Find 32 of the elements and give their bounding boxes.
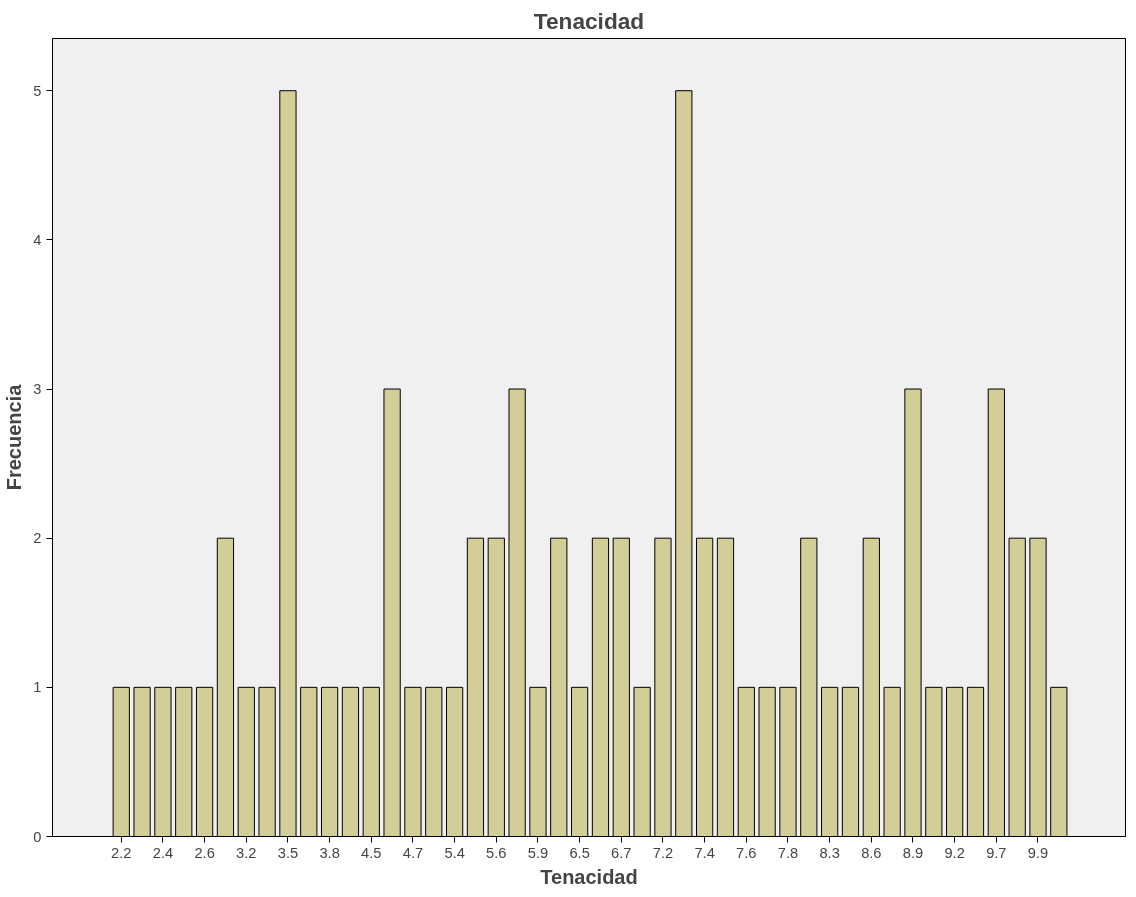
x-tick-label: 7.2 (652, 844, 674, 861)
x-tick-label: 9.9 (1027, 844, 1049, 861)
x-tick-label: 4.7 (402, 844, 424, 861)
x-tick-label: 8.3 (819, 844, 840, 861)
chart-title: Tenacidad (533, 7, 645, 34)
y-tick-label: 1 (33, 679, 42, 696)
x-tick-label: 7.4 (694, 844, 715, 861)
x-tick-label: 5.6 (486, 844, 507, 861)
x-tick-label: 2.2 (111, 844, 132, 861)
x-tick-label: 7.8 (777, 844, 799, 861)
x-tick-label: 5.4 (444, 844, 465, 861)
x-tick-label: 2.6 (194, 844, 215, 861)
x-tick-label: 4.5 (361, 844, 382, 861)
x-tick-label: 8.9 (902, 844, 924, 861)
x-tick-label: 6.7 (611, 844, 632, 861)
x-tick-label: 5.9 (527, 844, 549, 861)
y-tick-label: 4 (33, 231, 42, 248)
y-tick-label: 0 (33, 828, 42, 845)
y-tick-label: 3 (33, 381, 42, 398)
y-tick-label: 5 (33, 82, 42, 99)
x-tick-label: 9.2 (944, 844, 965, 861)
x-axis-title: Tenacidad (540, 865, 638, 888)
x-tick-label: 3.8 (319, 844, 340, 861)
x-tick-label: 6.5 (569, 844, 590, 861)
x-tick-label: 9.7 (986, 844, 1007, 861)
x-tick-label: 3.5 (277, 844, 299, 861)
y-axis-title: Frecuencia (3, 383, 26, 491)
x-tick-label: 3.2 (236, 844, 257, 861)
x-tick-label: 8.6 (861, 844, 882, 861)
y-tick-label: 2 (33, 530, 42, 547)
x-tick-label: 2.4 (152, 844, 174, 861)
x-tick-label: 7.6 (736, 844, 757, 861)
